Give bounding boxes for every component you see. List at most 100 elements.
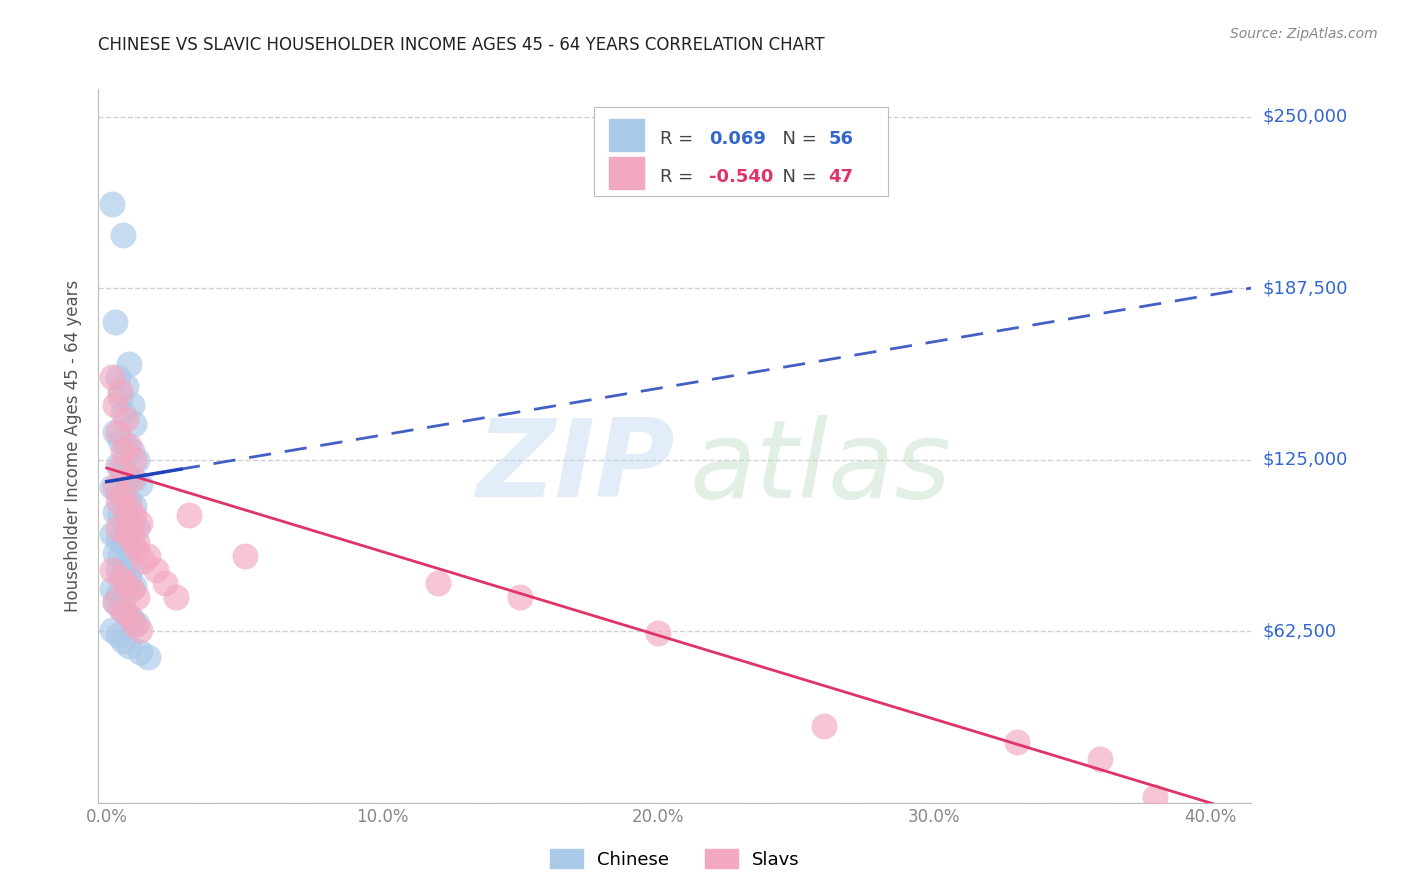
Point	[121, 521, 143, 535]
Point	[118, 469, 141, 483]
Point	[112, 491, 135, 505]
Point	[112, 633, 135, 648]
Point	[509, 590, 531, 604]
Point	[112, 488, 135, 502]
Point	[233, 549, 256, 563]
Point	[107, 587, 129, 601]
Point	[124, 417, 146, 431]
Point	[107, 533, 129, 547]
Point	[112, 444, 135, 458]
Point	[118, 357, 141, 371]
Legend: Chinese, Slavs: Chinese, Slavs	[543, 842, 807, 876]
Point	[121, 518, 143, 533]
Point	[107, 425, 129, 440]
Point	[104, 595, 127, 609]
Point	[110, 571, 132, 585]
Text: $187,500: $187,500	[1263, 279, 1348, 297]
Point	[1143, 790, 1166, 805]
Point	[121, 398, 143, 412]
Point	[115, 513, 138, 527]
Point	[112, 604, 135, 618]
Point	[107, 521, 129, 535]
Point	[121, 535, 143, 549]
Point	[112, 406, 135, 420]
Text: $62,500: $62,500	[1263, 623, 1337, 640]
Point	[121, 612, 143, 626]
Point	[101, 370, 124, 384]
Point	[101, 582, 124, 596]
Point	[131, 554, 153, 568]
Point	[136, 549, 159, 563]
Point	[115, 411, 138, 425]
Point	[124, 452, 146, 467]
Point	[128, 516, 150, 530]
Text: 0.069: 0.069	[710, 130, 766, 148]
Point	[112, 592, 135, 607]
Text: R =: R =	[659, 168, 699, 186]
Point	[104, 425, 127, 440]
Point	[124, 508, 146, 522]
Text: N =: N =	[770, 168, 823, 186]
Point	[121, 559, 143, 574]
Point	[118, 500, 141, 514]
Point	[124, 579, 146, 593]
Point	[110, 461, 132, 475]
Point	[110, 384, 132, 398]
Point	[115, 607, 138, 621]
Point	[115, 439, 138, 453]
Point	[136, 650, 159, 665]
Text: 56: 56	[828, 130, 853, 148]
Point	[112, 464, 135, 478]
Point	[121, 582, 143, 596]
Point	[107, 494, 129, 508]
Point	[112, 568, 135, 582]
Bar	[609, 157, 644, 189]
Y-axis label: Householder Income Ages 45 - 64 years: Householder Income Ages 45 - 64 years	[65, 280, 83, 612]
Point	[115, 554, 138, 568]
Point	[115, 526, 138, 541]
Point	[125, 543, 148, 558]
Point	[125, 590, 148, 604]
Point	[128, 477, 150, 491]
Point	[121, 444, 143, 458]
Text: 47: 47	[828, 168, 853, 186]
Text: R =: R =	[659, 130, 699, 148]
Point	[145, 562, 167, 576]
Point	[104, 595, 127, 609]
Point	[110, 390, 132, 404]
Point	[107, 485, 129, 500]
Point	[101, 480, 124, 494]
Point	[104, 505, 127, 519]
Text: atlas: atlas	[690, 415, 952, 520]
Bar	[609, 120, 644, 152]
Point	[107, 458, 129, 473]
Text: ZIP: ZIP	[477, 415, 675, 520]
Point	[115, 508, 138, 522]
Point	[110, 549, 132, 563]
Point	[107, 562, 129, 576]
Point	[125, 535, 148, 549]
Text: -0.540: -0.540	[710, 168, 773, 186]
Point	[104, 546, 127, 560]
Point	[647, 625, 669, 640]
Point	[110, 508, 132, 522]
Point	[107, 628, 129, 642]
Point	[179, 508, 201, 522]
Point	[107, 370, 129, 384]
Point	[118, 439, 141, 453]
Point	[1088, 752, 1111, 766]
Point	[124, 500, 146, 514]
Point	[118, 574, 141, 588]
Point	[125, 617, 148, 632]
Point	[118, 541, 141, 555]
Point	[115, 576, 138, 591]
Text: $250,000: $250,000	[1263, 108, 1348, 126]
Point	[110, 434, 132, 448]
Point	[813, 719, 835, 733]
Point	[128, 623, 150, 637]
Point	[165, 590, 187, 604]
Point	[121, 472, 143, 486]
Point	[124, 472, 146, 486]
Point	[128, 645, 150, 659]
Point	[101, 623, 124, 637]
